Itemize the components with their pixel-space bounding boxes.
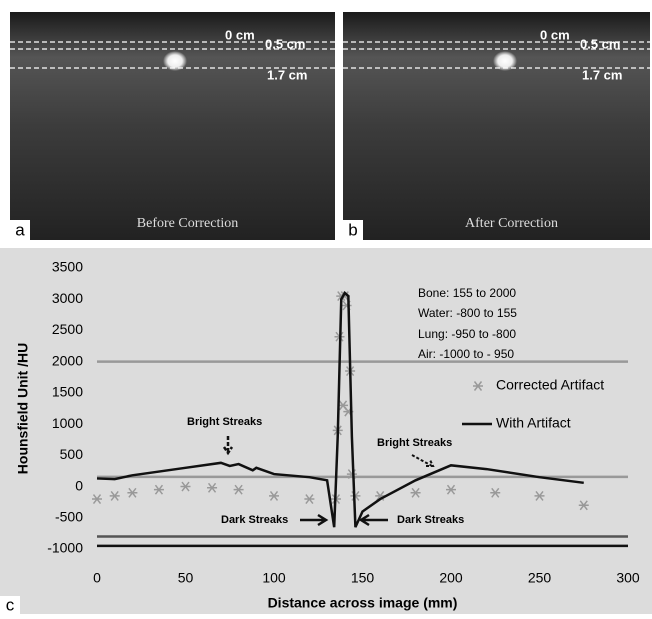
image-caption: After Correction	[465, 216, 558, 231]
x-tick-label: 150	[351, 570, 375, 586]
y-axis-title: Hounsfield Unit /HU	[15, 343, 31, 474]
figure: 0 cm 0.5 cm 1.7 cm Before Correction a 0 cm 0.…	[0, 0, 652, 614]
y-tick-label: 2500	[52, 321, 83, 337]
y-tick-label: 1500	[52, 384, 83, 400]
panel-label: a	[15, 220, 25, 239]
annotation: Bone: 155 to 2000	[418, 286, 516, 300]
x-tick-label: 50	[178, 570, 194, 586]
annotation: Dark Streaks	[221, 514, 288, 526]
depth-label: 0 cm	[225, 27, 255, 42]
annotation: Air: -1000 to - 950	[418, 347, 514, 361]
y-tick-label: 0	[75, 477, 83, 493]
y-tick-label: -1000	[47, 540, 83, 556]
depth-label: 1.7 cm	[582, 67, 622, 82]
y-tick-label: 1000	[52, 415, 83, 431]
depth-label: 0.5 cm	[265, 36, 305, 51]
legend-label: With Artifact	[496, 415, 571, 431]
image-caption: Before Correction	[137, 216, 238, 231]
panel-label: b	[348, 220, 357, 239]
y-tick-label: 500	[60, 446, 84, 462]
y-tick-label: 2000	[52, 352, 83, 368]
legend-label: Corrected Artifact	[496, 377, 604, 393]
annotation: Dark Streaks	[397, 514, 464, 526]
x-axis-title: Distance across image (mm)	[268, 595, 458, 611]
x-tick-label: 100	[262, 570, 286, 586]
annotation: Water: -800 to 155	[418, 306, 517, 320]
panel-label: c	[6, 595, 15, 614]
y-tick-label: -500	[55, 508, 83, 524]
depth-label: 0.5 cm	[580, 36, 620, 51]
y-tick-label: 3500	[52, 259, 83, 275]
y-tick-label: 3000	[52, 290, 83, 306]
x-tick-label: 250	[528, 570, 552, 586]
x-tick-label: 300	[616, 570, 640, 586]
annotation: Bright Streaks	[187, 416, 262, 428]
x-tick-label: 0	[93, 570, 101, 586]
annotation: Lung: -950 to -800	[418, 327, 516, 341]
image-panels: 0 cm 0.5 cm 1.7 cm Before Correction a 0 cm 0.…	[10, 12, 650, 240]
depth-label: 0 cm	[540, 27, 570, 42]
depth-label: 1.7 cm	[267, 67, 307, 82]
annotation: Bright Streaks	[377, 437, 452, 449]
x-tick-label: 200	[439, 570, 463, 586]
chart-background	[0, 248, 652, 614]
